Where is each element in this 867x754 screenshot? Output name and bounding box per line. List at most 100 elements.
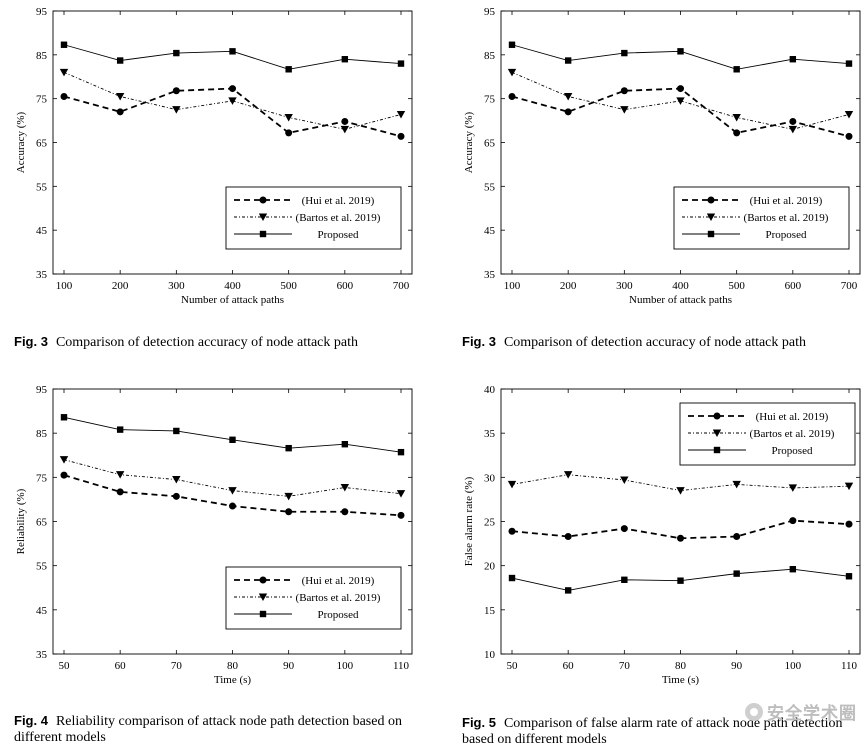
data-point — [60, 41, 68, 48]
data-point — [677, 577, 684, 584]
y-tick-label: 35 — [36, 269, 48, 281]
data-point — [508, 527, 516, 535]
caption-label: Fig. 3 — [462, 334, 496, 349]
series-1 — [507, 471, 854, 495]
y-tick-label: 95 — [484, 6, 496, 18]
data-point — [59, 68, 69, 77]
legend-label: (Bartos et al. 2019) — [750, 428, 835, 440]
x-tick-label: 60 — [115, 660, 127, 672]
data-point — [229, 48, 236, 55]
data-point — [621, 49, 628, 57]
series-0 — [60, 471, 405, 519]
data-point — [340, 125, 350, 134]
y-tick-label: 45 — [36, 225, 48, 237]
y-axis-label: Accuracy (%) — [15, 111, 27, 173]
series-line — [511, 87, 850, 138]
data-point — [789, 566, 797, 573]
x-tick-label: 80 — [675, 660, 687, 672]
data-point — [115, 92, 125, 101]
legend-label: (Bartos et al. 2019) — [296, 592, 381, 604]
watermark: 安全学术圈 — [745, 699, 857, 724]
y-tick-label: 55 — [36, 181, 48, 193]
y-tick-label: 85 — [36, 428, 48, 440]
x-tick-label: 700 — [841, 280, 858, 292]
data-point — [397, 132, 405, 140]
data-point — [60, 92, 68, 100]
chart-panel-false-alarm: 10 15 20 25 30 35 40 50 60 70 80 90 100 110 Time (s) Fa… — [448, 375, 867, 695]
data-point — [397, 60, 405, 67]
x-tick-label: 600 — [337, 280, 354, 292]
x-tick-label: 110 — [393, 660, 410, 672]
data-point — [564, 57, 572, 64]
chart-false-alarm: 10 15 20 25 30 35 40 50 60 70 80 90 100 110 Time (s) Fa… — [463, 384, 861, 686]
data-point — [508, 41, 516, 48]
data-point — [621, 576, 628, 583]
data-point — [172, 106, 181, 114]
data-point — [788, 125, 798, 134]
caption-label: Fig. 5 — [462, 715, 496, 730]
data-point — [115, 471, 125, 479]
y-tick-label: 15 — [484, 605, 496, 617]
x-axis-label: Number of attack paths — [629, 294, 732, 306]
x-tick-label: 300 — [616, 280, 633, 292]
data-point — [733, 533, 741, 541]
y-tick-label: 45 — [36, 605, 48, 617]
data-point — [341, 441, 349, 448]
legend-label: Proposed — [772, 445, 813, 457]
data-point — [564, 533, 572, 541]
x-tick-label: 400 — [224, 280, 241, 292]
legend-box — [225, 566, 402, 630]
data-point — [789, 117, 797, 125]
y-tick-label: 35 — [36, 649, 48, 661]
y-tick-label: 10 — [484, 649, 496, 661]
data-point — [564, 108, 572, 116]
legend-label: (Hui et al. 2019) — [756, 411, 829, 423]
chart-reliability: 35 45 55 65 75 85 95 50 60 70 80 90 100 110 Time (s) Re… — [15, 384, 413, 686]
data-point — [116, 108, 124, 116]
y-tick-label: 65 — [36, 517, 48, 529]
data-point — [229, 85, 236, 93]
wechat-icon — [745, 702, 763, 721]
series-0 — [508, 517, 853, 542]
caption-text: Comparison of detection accuracy of node… — [503, 335, 806, 350]
data-point — [676, 97, 685, 105]
legend-label: (Bartos et al. 2019) — [744, 212, 829, 224]
data-point — [563, 471, 573, 479]
legend-box — [673, 186, 850, 250]
caption-fig3-right: Fig. 3 Comparison of detection accuracy o… — [462, 334, 862, 351]
data-point — [508, 574, 516, 582]
data-point — [845, 573, 853, 580]
series-0 — [508, 85, 853, 140]
series-2 — [508, 41, 853, 73]
y-axis-label: Accuracy (%) — [463, 111, 475, 173]
data-point — [285, 129, 293, 137]
x-tick-label: 70 — [171, 660, 183, 672]
legend-box — [679, 402, 856, 466]
data-point — [620, 106, 629, 114]
x-tick-label: 700 — [393, 280, 410, 292]
y-tick-label: 65 — [484, 138, 496, 150]
caption-fig4: Fig. 4 Reliability comparison of attack n… — [14, 713, 424, 746]
x-tick-label: 70 — [619, 660, 631, 672]
data-point — [789, 517, 797, 525]
data-point — [397, 448, 405, 456]
data-point — [508, 92, 516, 100]
data-point — [341, 508, 349, 516]
data-point — [396, 110, 406, 119]
chart-panel-reliability: 35 45 55 65 75 85 95 50 60 70 80 90 100 110 Time (s) Re… — [0, 375, 430, 695]
y-tick-label: 25 — [484, 517, 496, 529]
legend-marker — [259, 196, 267, 204]
data-point — [60, 471, 68, 479]
legend-marker — [712, 429, 722, 437]
x-tick-label: 200 — [560, 280, 577, 292]
chart-panel-accuracy-right: 35 45 55 65 75 85 95 100 200 300 400 500 600 700 Numbe… — [448, 0, 867, 310]
y-tick-label: 95 — [36, 384, 48, 396]
series-1 — [507, 68, 854, 134]
data-point — [845, 520, 853, 528]
data-point — [844, 110, 854, 119]
data-point — [172, 492, 180, 500]
legend-box — [225, 186, 402, 250]
data-point — [285, 444, 292, 452]
legend-marker — [707, 230, 715, 238]
legend-label: Proposed — [766, 229, 807, 241]
